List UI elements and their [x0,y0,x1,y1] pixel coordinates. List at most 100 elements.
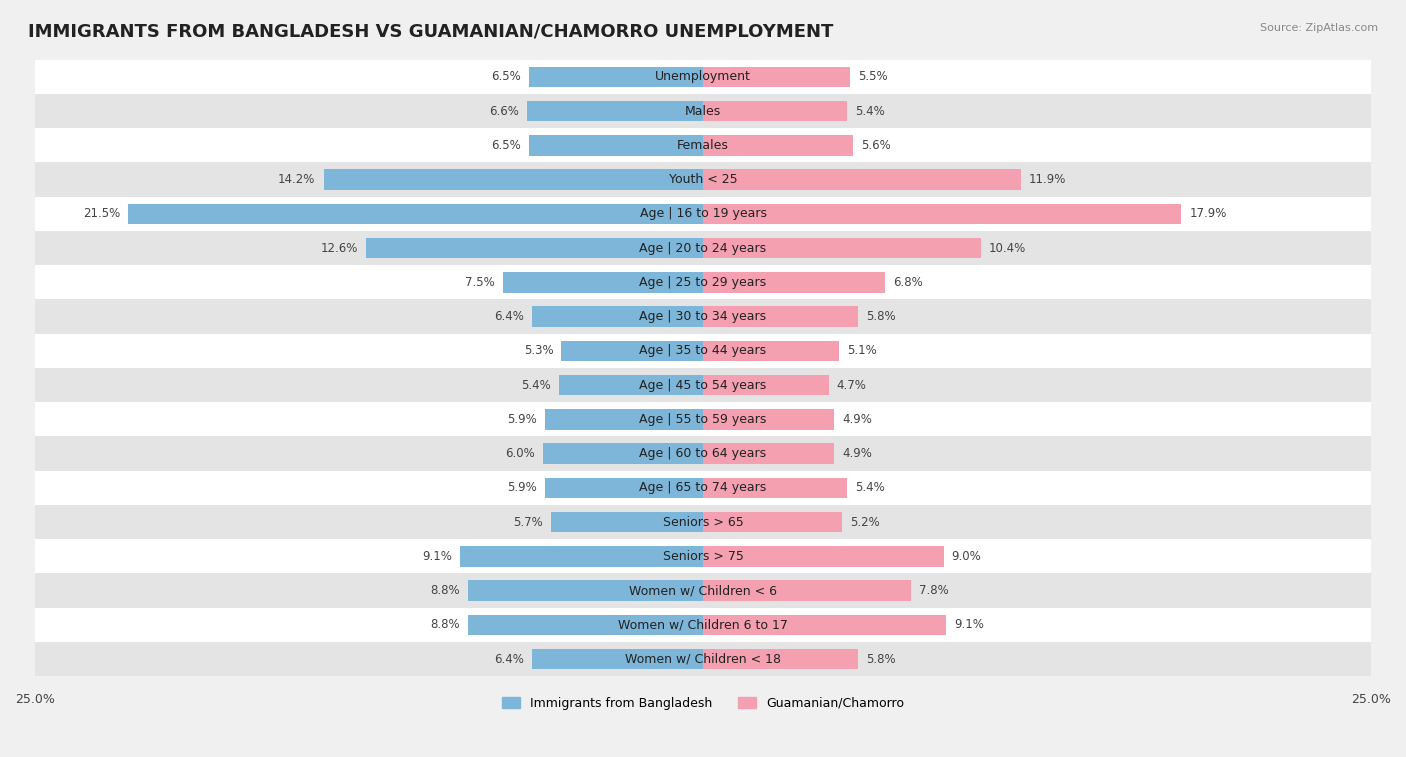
Text: Seniors > 75: Seniors > 75 [662,550,744,562]
Text: 6.6%: 6.6% [489,104,519,117]
Text: 5.3%: 5.3% [523,344,554,357]
Text: Source: ZipAtlas.com: Source: ZipAtlas.com [1260,23,1378,33]
Text: 5.1%: 5.1% [848,344,877,357]
Text: Males: Males [685,104,721,117]
Text: 9.1%: 9.1% [955,618,984,631]
Bar [35,642,1371,676]
Bar [703,409,834,429]
Text: 11.9%: 11.9% [1029,173,1066,186]
Text: Youth < 25: Youth < 25 [669,173,737,186]
Text: Seniors > 65: Seniors > 65 [662,516,744,528]
Bar [703,307,858,327]
Bar [703,67,851,87]
Bar [35,94,1371,128]
Text: 8.8%: 8.8% [430,618,460,631]
Bar [35,505,1371,539]
Text: Age | 65 to 74 years: Age | 65 to 74 years [640,481,766,494]
Text: 5.2%: 5.2% [851,516,880,528]
Bar [703,581,911,601]
Bar [35,573,1371,608]
Bar [703,204,1181,224]
Text: 10.4%: 10.4% [988,241,1026,254]
Text: 5.4%: 5.4% [522,378,551,391]
Bar [468,615,703,635]
Text: Females: Females [678,139,728,152]
Text: 4.9%: 4.9% [842,447,872,460]
Text: 9.0%: 9.0% [952,550,981,562]
Bar [35,300,1371,334]
Text: 5.5%: 5.5% [858,70,887,83]
Text: 6.8%: 6.8% [893,276,922,289]
Bar [460,546,703,566]
Text: Women w/ Children < 6: Women w/ Children < 6 [628,584,778,597]
Bar [703,101,848,121]
Text: 12.6%: 12.6% [321,241,359,254]
Text: 4.7%: 4.7% [837,378,866,391]
Bar [546,478,703,498]
Bar [35,163,1371,197]
Text: Age | 20 to 24 years: Age | 20 to 24 years [640,241,766,254]
Bar [546,409,703,429]
Text: 5.4%: 5.4% [855,104,884,117]
Text: Age | 60 to 64 years: Age | 60 to 64 years [640,447,766,460]
Text: 7.5%: 7.5% [465,276,495,289]
Legend: Immigrants from Bangladesh, Guamanian/Chamorro: Immigrants from Bangladesh, Guamanian/Ch… [496,692,910,715]
Text: Age | 30 to 34 years: Age | 30 to 34 years [640,310,766,323]
Text: 6.4%: 6.4% [494,310,524,323]
Text: 8.8%: 8.8% [430,584,460,597]
Bar [35,265,1371,300]
Text: 5.7%: 5.7% [513,516,543,528]
Text: 5.9%: 5.9% [508,481,537,494]
Text: Unemployment: Unemployment [655,70,751,83]
Bar [35,539,1371,573]
Bar [703,649,858,669]
Text: 14.2%: 14.2% [278,173,315,186]
Bar [703,135,852,156]
Bar [558,375,703,395]
Text: 6.5%: 6.5% [492,139,522,152]
Text: 5.8%: 5.8% [866,310,896,323]
Bar [531,649,703,669]
Text: Women w/ Children 6 to 17: Women w/ Children 6 to 17 [619,618,787,631]
Bar [35,60,1371,94]
Bar [551,512,703,532]
Bar [561,341,703,361]
Text: 21.5%: 21.5% [83,207,121,220]
Text: Age | 55 to 59 years: Age | 55 to 59 years [640,413,766,425]
Bar [703,546,943,566]
Bar [35,231,1371,265]
Bar [531,307,703,327]
Text: Women w/ Children < 18: Women w/ Children < 18 [626,653,780,665]
Bar [703,272,884,292]
Bar [367,238,703,258]
Bar [35,334,1371,368]
Text: Age | 25 to 29 years: Age | 25 to 29 years [640,276,766,289]
Bar [35,608,1371,642]
Bar [703,170,1021,190]
Bar [35,128,1371,163]
Bar [527,101,703,121]
Text: 17.9%: 17.9% [1189,207,1226,220]
Bar [468,581,703,601]
Text: 4.9%: 4.9% [842,413,872,425]
Text: 9.1%: 9.1% [422,550,451,562]
Bar [35,402,1371,437]
Bar [502,272,703,292]
Bar [35,368,1371,402]
Bar [703,478,848,498]
Bar [323,170,703,190]
Text: 6.5%: 6.5% [492,70,522,83]
Bar [35,197,1371,231]
Bar [703,238,981,258]
Bar [35,437,1371,471]
Text: 7.8%: 7.8% [920,584,949,597]
Text: Age | 45 to 54 years: Age | 45 to 54 years [640,378,766,391]
Text: 6.4%: 6.4% [494,653,524,665]
Text: Age | 35 to 44 years: Age | 35 to 44 years [640,344,766,357]
Text: 5.6%: 5.6% [860,139,890,152]
Text: IMMIGRANTS FROM BANGLADESH VS GUAMANIAN/CHAMORRO UNEMPLOYMENT: IMMIGRANTS FROM BANGLADESH VS GUAMANIAN/… [28,23,834,41]
Text: 6.0%: 6.0% [505,447,534,460]
Text: 5.4%: 5.4% [855,481,884,494]
Bar [703,512,842,532]
Bar [35,471,1371,505]
